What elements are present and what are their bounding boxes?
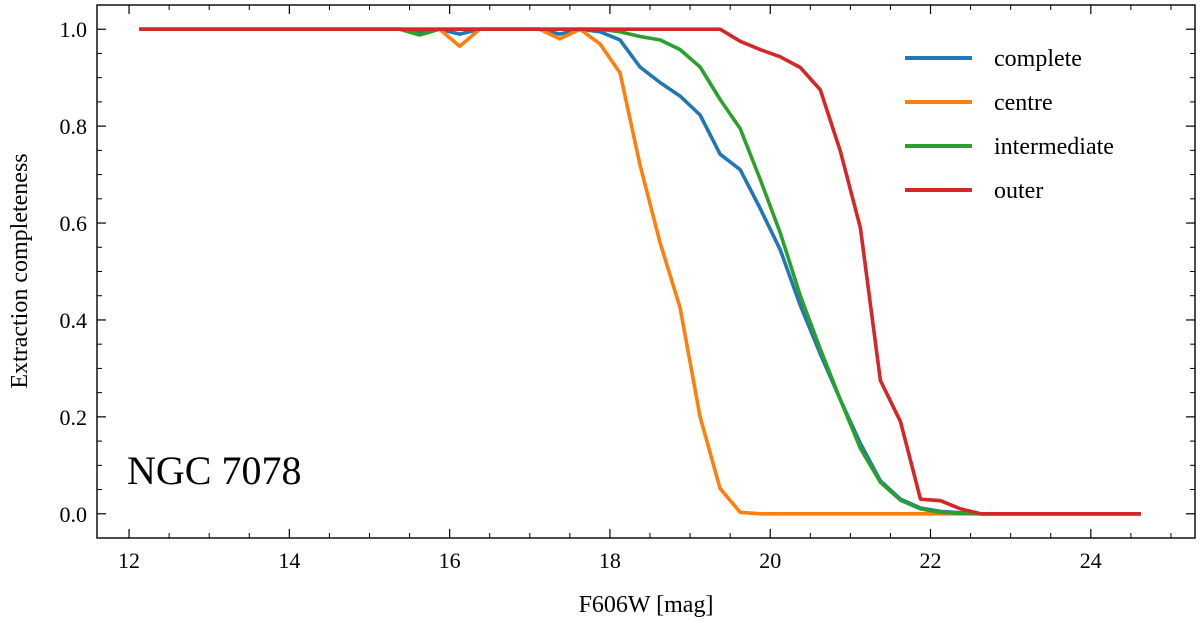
axis-ticks: [97, 4, 1195, 539]
legend-label-intermediate: intermediate: [994, 134, 1114, 160]
legend: complete centre intermediate outer: [905, 46, 1114, 204]
series-line-centre: [139, 27, 1141, 516]
x-tick-label: 14: [278, 548, 300, 573]
x-tick-label: 24: [1080, 548, 1102, 573]
x-tick-label: 22: [920, 548, 942, 573]
y-tick-label: 0.4: [60, 308, 88, 333]
axis-tick-labels: 12 14 16 18 20 22 24 0.0 0.2 0.4 0.6 0.8 1.0: [60, 17, 1102, 573]
legend-label-outer: outer: [994, 178, 1043, 204]
y-tick-label: 0.0: [60, 502, 88, 527]
y-tick-label: 1.0: [60, 17, 88, 42]
legend-label-centre: centre: [994, 90, 1053, 116]
y-tick-label: 0.2: [60, 405, 88, 430]
x-tick-label: 18: [599, 548, 621, 573]
series-lines: [139, 27, 1141, 516]
series-line-intermediate: [139, 27, 1141, 516]
series-line-outer: [139, 27, 1141, 516]
y-axis-label: Extraction completeness: [7, 153, 33, 388]
x-tick-label: 12: [118, 548, 140, 573]
x-axis-label: F606W [mag]: [579, 592, 714, 618]
series-line-complete: [139, 27, 1141, 516]
y-tick-label: 0.6: [60, 211, 88, 236]
legend-label-complete: complete: [994, 46, 1082, 72]
x-tick-label: 16: [439, 548, 461, 573]
y-tick-label: 0.8: [60, 114, 88, 139]
x-tick-label: 20: [759, 548, 781, 573]
cluster-annotation: NGC 7078: [127, 448, 301, 493]
